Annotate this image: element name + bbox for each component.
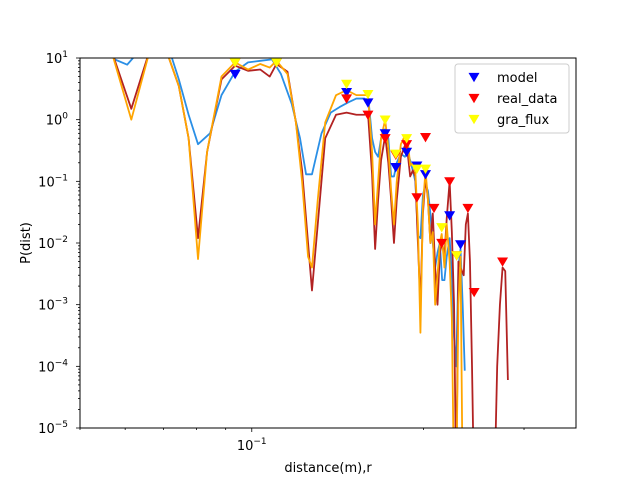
series-lines: [112, 58, 509, 428]
marker-real_data: [401, 140, 413, 150]
y-tick-label: 10−5: [38, 420, 68, 437]
series-line-real_data: [113, 58, 509, 428]
y-tick-label: 101: [46, 50, 68, 67]
marker-gra_flux: [271, 58, 283, 68]
marker-gra_flux: [451, 251, 463, 261]
marker-real_data: [341, 94, 353, 104]
x-axis-ticks: 10−1: [79, 428, 525, 454]
y-tick-label: 10−3: [38, 297, 68, 314]
marker-real_data: [436, 238, 448, 249]
series-line-gra_flux: [112, 58, 464, 428]
marker-model: [444, 211, 456, 221]
marker-model: [341, 87, 353, 98]
y-tick-label: 10−1: [38, 173, 68, 190]
legend-label-gra_flux: gra_flux: [497, 113, 549, 128]
marker-real_data: [428, 203, 440, 214]
legend: model real_data gra_flux: [454, 63, 570, 134]
marker-gra_flux: [411, 164, 423, 174]
marker-gra_flux: [379, 115, 391, 125]
marker-gra_flux: [341, 79, 353, 90]
marker-gra_flux: [420, 164, 432, 174]
legend-label-model: model: [497, 71, 537, 86]
y-tick-label: 10−2: [38, 235, 68, 252]
marker-gra_flux: [436, 223, 448, 233]
y-tick-label: 10−4: [38, 358, 68, 375]
marker-model: [362, 98, 374, 108]
marker-real_data: [362, 110, 374, 121]
marker-model: [390, 162, 402, 173]
x-tick-label: 10−1: [237, 437, 267, 454]
marker-model: [379, 129, 391, 139]
marker-gra_flux: [401, 134, 413, 144]
marker-real_data: [444, 177, 456, 187]
legend-marker-gra_flux: [468, 114, 480, 125]
legend-marker-real_data: [468, 93, 480, 104]
legend-frame: [454, 63, 570, 134]
marker-real_data: [420, 133, 432, 143]
marker-model: [455, 240, 467, 250]
y-axis-ticks: 10−5 10−4 10−3 10−2 10−1 100 101: [38, 50, 80, 437]
series-markers: [229, 58, 509, 298]
y-axis-label: P(dist): [19, 222, 34, 264]
marker-real_data: [462, 203, 474, 214]
marker-real_data: [379, 134, 391, 144]
marker-real_data: [411, 193, 423, 203]
y-tick-label: 100: [46, 112, 69, 129]
marker-real_data: [468, 287, 480, 298]
legend-label-real_data: real_data: [497, 92, 557, 107]
marker-model: [401, 147, 413, 158]
marker-gra_flux: [390, 149, 402, 159]
x-axis-label: distance(m),r: [284, 461, 372, 476]
series-line-model: [114, 58, 466, 371]
marker-model: [420, 170, 432, 180]
marker-gra_flux: [229, 58, 241, 68]
legend-marker-model: [468, 72, 480, 83]
marker-model: [229, 69, 241, 80]
marker-gra_flux: [362, 89, 374, 100]
marker-real_data: [497, 257, 509, 267]
